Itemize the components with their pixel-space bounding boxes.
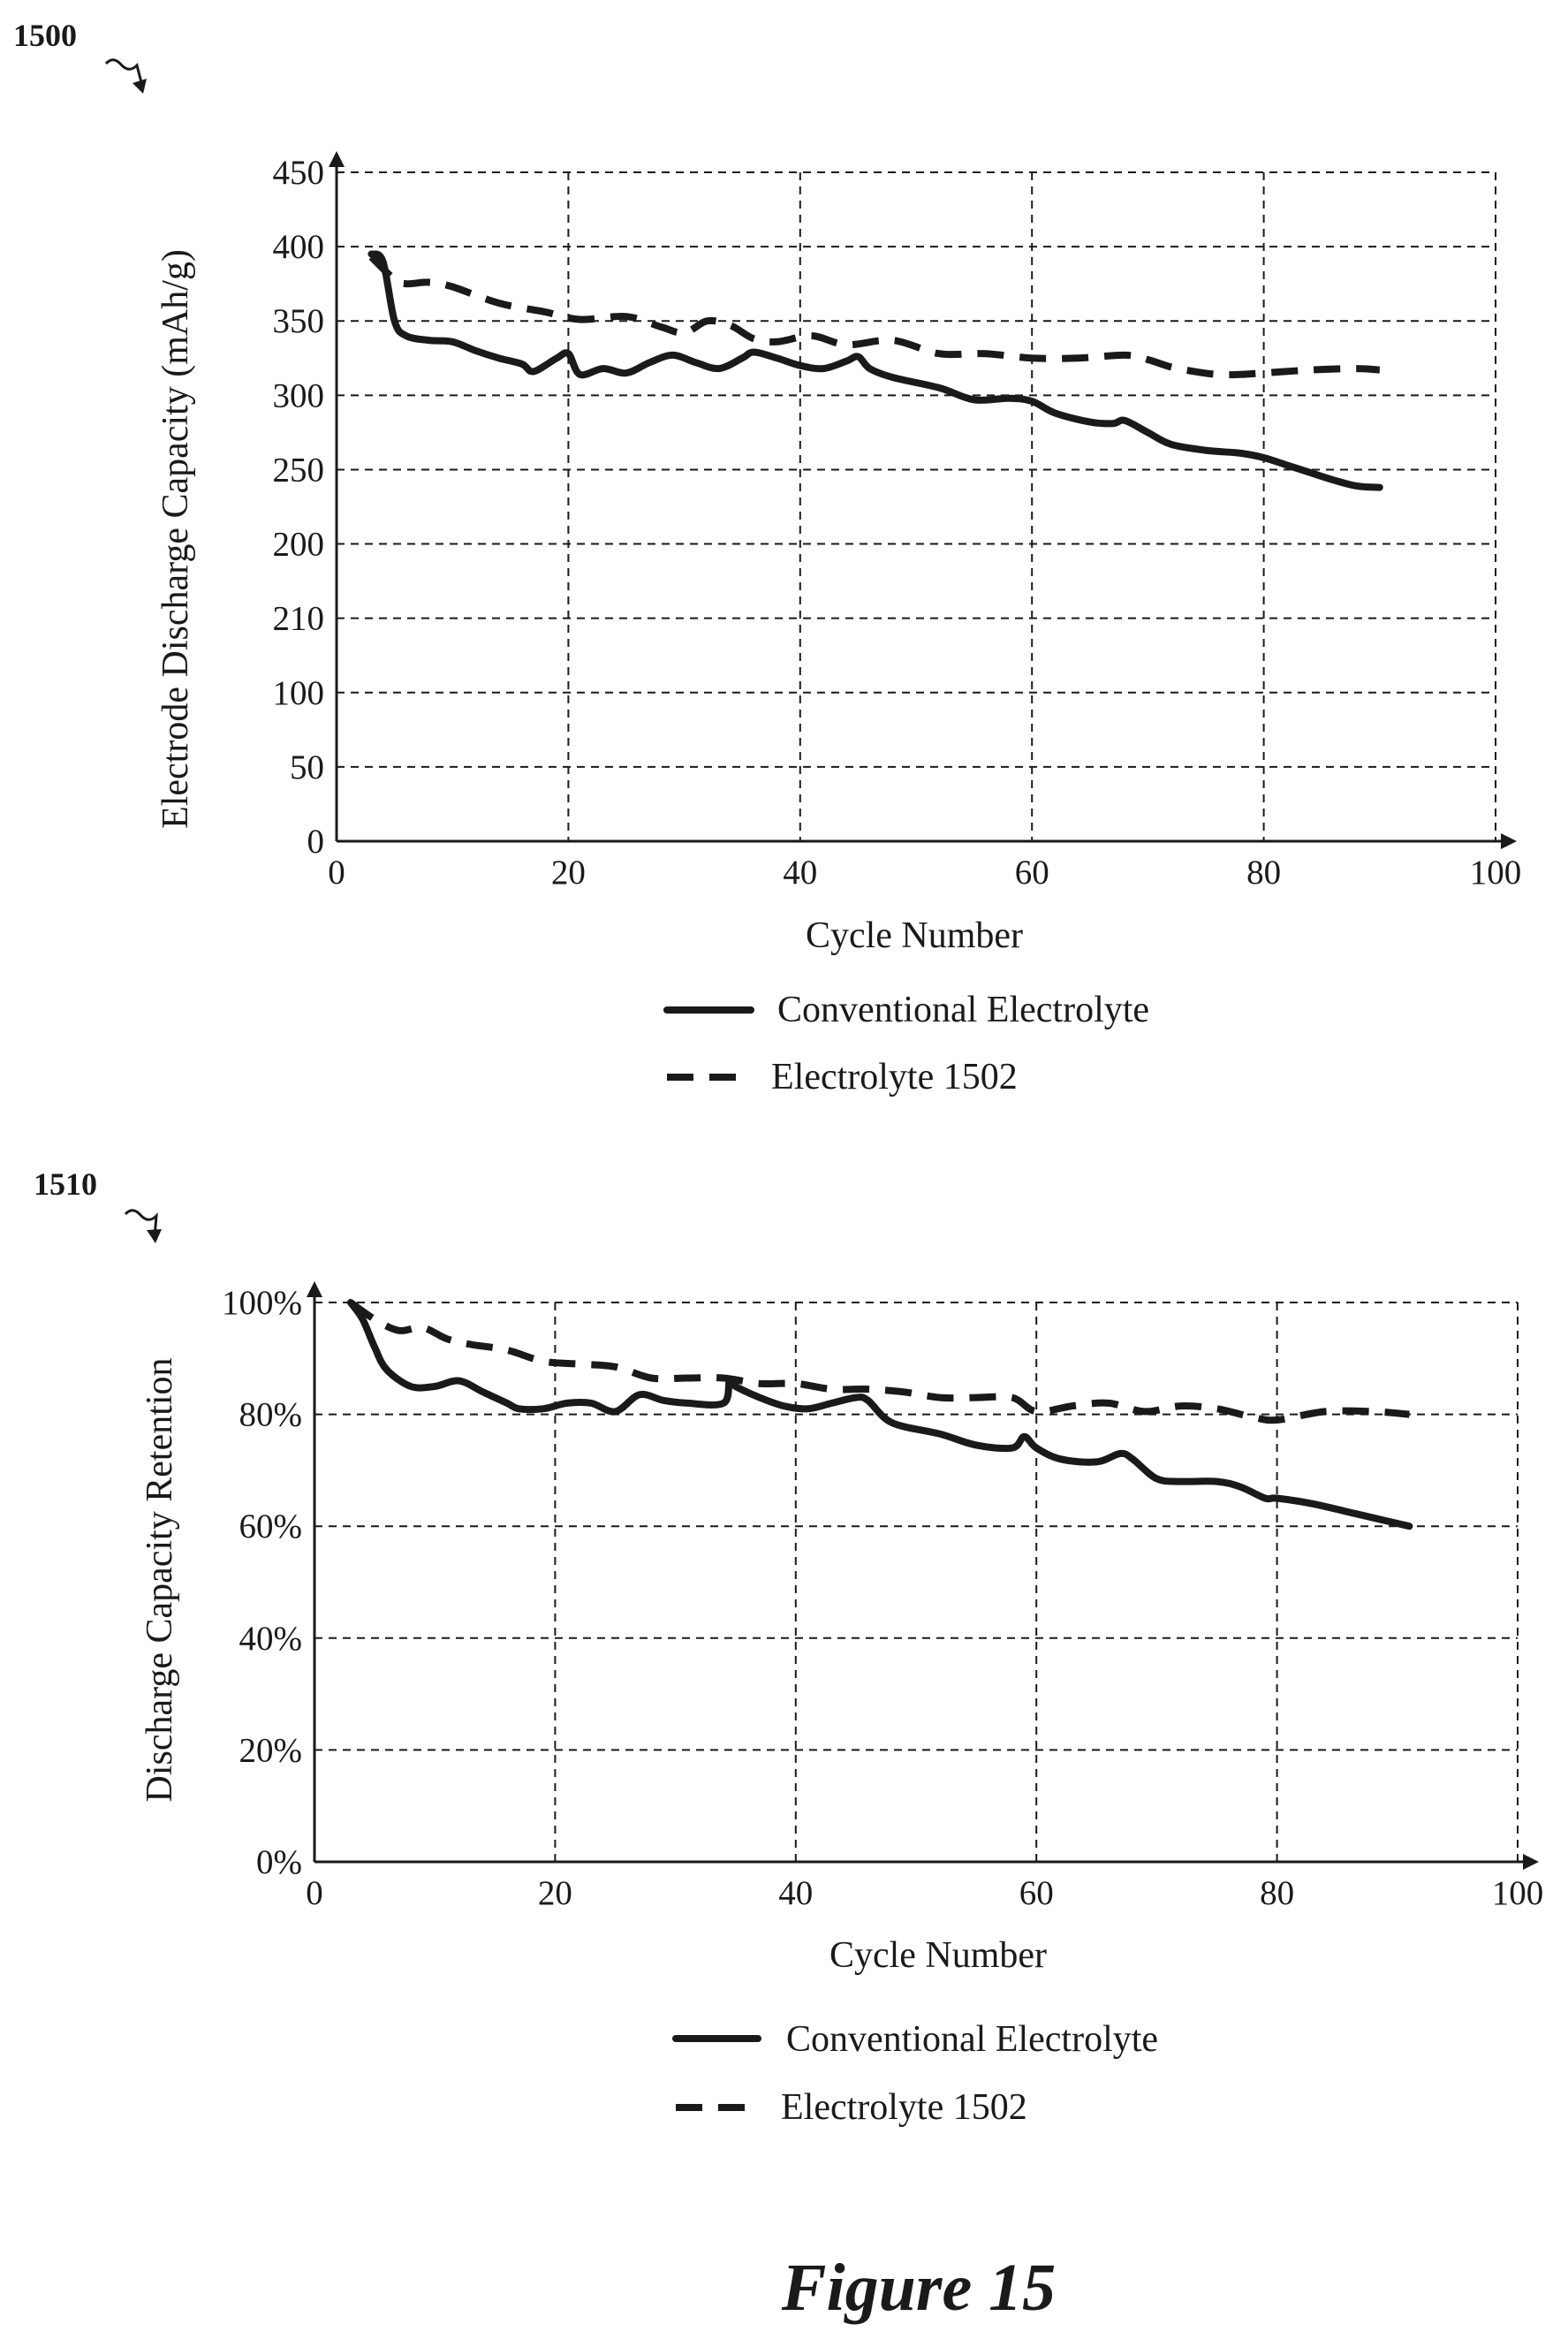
top-y-tick-label: 0 <box>307 823 325 861</box>
top-y-tick-label: 210 <box>273 600 325 638</box>
top-y-axis-title: Electrode Discharge Capacity (mAh/g) <box>155 249 196 829</box>
bottom-x-tick-label: 0 <box>306 1874 323 1912</box>
chart-ref-label-1500: 1500 <box>13 18 77 53</box>
top-x-tick-label: 0 <box>328 854 345 892</box>
bottom-x-tick-label: 60 <box>1019 1874 1054 1912</box>
bottom-x-axis-arrowhead <box>1523 1854 1539 1870</box>
ref-arrowhead-1500 <box>133 79 147 94</box>
bottom-legend-label-electrolyte-1502: Electrolyte 1502 <box>781 2087 1027 2128</box>
bottom-x-tick-label: 80 <box>1260 1874 1294 1912</box>
top-y-tick-label: 450 <box>273 154 325 192</box>
bottom-y-axis-arrowhead <box>307 1281 322 1297</box>
top-x-axis-arrowhead <box>1501 833 1517 849</box>
top-y-tick-label: 250 <box>273 451 325 489</box>
discharge-capacity-chart: Cycle Number Electrode Discharge Capacit… <box>155 151 1521 956</box>
top-legend-label-conventional: Conventional Electrolyte <box>777 990 1149 1030</box>
bottom-y-tick-label: 0% <box>256 1843 302 1881</box>
top-legend-label-electrolyte-1502: Electrolyte 1502 <box>771 1057 1018 1097</box>
bottom-y-tick-label: 80% <box>239 1396 303 1434</box>
chart-ref-label-1510: 1510 <box>34 1166 97 1202</box>
top-x-tick-label: 80 <box>1246 854 1281 892</box>
ref-arrow-1500 <box>104 58 145 90</box>
top-y-tick-label: 200 <box>273 526 325 564</box>
bottom-y-tick-label: 100% <box>222 1284 302 1322</box>
bottom-series-conventional-line <box>346 1299 1413 1530</box>
top-y-tick-label: 50 <box>290 748 324 786</box>
bottom-y-axis-title: Discharge Capacity Retention <box>140 1357 180 1802</box>
top-y-tick-label: 400 <box>273 228 325 266</box>
bottom-y-tick-label: 60% <box>239 1507 303 1545</box>
bottom-x-axis-title: Cycle Number <box>829 1935 1047 1976</box>
bottom-legend-label-conventional: Conventional Electrolyte <box>786 2019 1158 2060</box>
top-series-electrolyte-1502-line <box>368 254 1381 379</box>
ref-arrowhead-1510 <box>147 1229 162 1243</box>
bottom-y-tick-label: 20% <box>239 1731 303 1769</box>
bottom-legend: Conventional Electrolyte Electrolyte 150… <box>672 2019 1158 2128</box>
bottom-x-tick-label: 40 <box>778 1874 813 1912</box>
bottom-y-tick-label: 40% <box>239 1620 303 1658</box>
top-legend: Conventional Electrolyte Electrolyte 150… <box>663 990 1149 1097</box>
top-x-tick-label: 60 <box>1015 854 1049 892</box>
bottom-x-tick-label: 100 <box>1492 1874 1544 1912</box>
top-x-axis-title: Cycle Number <box>806 915 1023 956</box>
ref-arrow-1510 <box>124 1209 158 1238</box>
top-y-tick-label: 350 <box>273 302 325 340</box>
top-y-tick-label: 300 <box>273 376 325 414</box>
top-x-tick-label: 20 <box>551 854 586 892</box>
top-x-tick-label: 100 <box>1470 854 1522 892</box>
bottom-x-tick-label: 20 <box>538 1874 572 1912</box>
top-y-axis-arrowhead <box>329 151 345 167</box>
top-y-tick-label: 100 <box>273 674 325 712</box>
capacity-retention-chart: Cycle Number Discharge Capacity Retentio… <box>140 1281 1543 1976</box>
figure-caption: Figure 15 <box>781 2251 1056 2325</box>
top-x-tick-label: 40 <box>783 854 817 892</box>
bottom-series-electrolyte-1502-line <box>348 1299 1410 1424</box>
top-series-conventional-line <box>367 250 1383 491</box>
